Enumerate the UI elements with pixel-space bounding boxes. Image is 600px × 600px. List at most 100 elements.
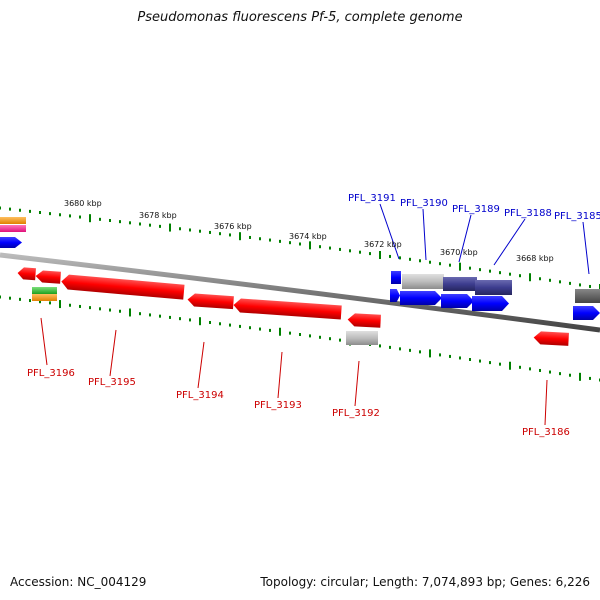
connector-pfl-3191 bbox=[379, 203, 400, 260]
outer-major-tick bbox=[459, 262, 461, 271]
outer-major-tick bbox=[89, 214, 91, 223]
outer-minor-tick bbox=[439, 262, 441, 266]
gene-features bbox=[0, 217, 600, 346]
outer-minor-tick bbox=[339, 247, 341, 251]
gene-pink-edge[interactable] bbox=[0, 225, 26, 232]
gene-pfl-3185[interactable] bbox=[573, 306, 600, 320]
gene-reverse-small[interactable] bbox=[17, 267, 36, 281]
inner-minor-tick bbox=[559, 372, 561, 376]
inner-major-tick bbox=[429, 349, 431, 358]
outer-minor-tick bbox=[419, 259, 421, 263]
outer-major-tick bbox=[239, 232, 241, 241]
gene-label-pfl-3189[interactable]: PFL_3189 bbox=[452, 204, 500, 215]
inner-minor-tick bbox=[289, 331, 291, 335]
inner-minor-tick bbox=[459, 356, 461, 360]
inner-minor-tick bbox=[339, 338, 341, 342]
inner-minor-tick bbox=[179, 317, 181, 321]
gene-orange-feature[interactable] bbox=[32, 294, 57, 301]
gene-label-pfl-3193[interactable]: PFL_3193 bbox=[254, 400, 302, 411]
outer-minor-tick bbox=[359, 250, 361, 254]
gene-label-pfl-3195[interactable]: PFL_3195 bbox=[88, 377, 136, 388]
gene-pfl-3191[interactable] bbox=[391, 271, 401, 284]
inner-minor-tick bbox=[169, 315, 171, 319]
inner-minor-tick bbox=[159, 314, 161, 318]
gene-orange-edge[interactable] bbox=[0, 217, 26, 224]
inner-minor-tick bbox=[439, 353, 441, 357]
outer-minor-tick bbox=[449, 263, 451, 267]
inner-major-tick bbox=[509, 361, 511, 370]
gene-forward-small-1[interactable] bbox=[390, 289, 400, 302]
gene-pfl-3185-grey[interactable] bbox=[575, 289, 600, 303]
gene-pfl-3188[interactable] bbox=[475, 280, 512, 295]
outer-major-tick bbox=[169, 223, 171, 232]
inner-minor-tick bbox=[149, 313, 151, 317]
outer-minor-tick bbox=[219, 232, 221, 236]
outer-major-tick bbox=[309, 241, 311, 250]
gene-forward-arrow-1[interactable] bbox=[400, 291, 442, 305]
gene-pfl-3189[interactable] bbox=[443, 277, 477, 291]
outer-minor-tick bbox=[429, 260, 431, 264]
inner-tick-ring bbox=[0, 295, 600, 382]
inner-major-tick bbox=[129, 308, 131, 317]
inner-major-tick bbox=[59, 300, 61, 309]
inner-minor-tick bbox=[589, 376, 591, 380]
genome-summary-text: Topology: circular; Length: 7,074,893 bp… bbox=[260, 575, 590, 589]
inner-minor-tick bbox=[79, 304, 81, 308]
gene-forward-arrow-3[interactable] bbox=[472, 296, 509, 311]
outer-major-tick bbox=[379, 251, 381, 260]
inner-minor-tick bbox=[239, 324, 241, 328]
gene-forward-edge[interactable] bbox=[0, 237, 22, 248]
connector-pfl-3189 bbox=[458, 214, 472, 263]
inner-minor-tick bbox=[19, 297, 21, 301]
outer-minor-tick bbox=[179, 227, 181, 231]
inner-minor-tick bbox=[479, 359, 481, 363]
gene-label-pfl-3185[interactable]: PFL_3185 bbox=[554, 211, 600, 222]
tick-label-3676: 3676 kbp bbox=[214, 222, 252, 231]
gene-label-pfl-3196[interactable]: PFL_3196 bbox=[27, 368, 75, 379]
outer-minor-tick bbox=[79, 215, 81, 219]
inner-minor-tick bbox=[419, 350, 421, 354]
inner-minor-tick bbox=[269, 328, 271, 332]
outer-minor-tick bbox=[279, 239, 281, 243]
outer-major-tick bbox=[529, 273, 531, 282]
gene-pfl-3194[interactable] bbox=[187, 293, 234, 310]
gene-pfl-3186[interactable] bbox=[533, 331, 569, 346]
gene-forward-arrow-2[interactable] bbox=[441, 294, 474, 308]
connector-pfl-3186 bbox=[544, 379, 548, 426]
inner-minor-tick bbox=[119, 309, 121, 313]
gene-pfl-3196[interactable] bbox=[35, 270, 61, 284]
outer-minor-tick bbox=[119, 220, 121, 224]
outer-minor-tick bbox=[69, 214, 71, 218]
outer-minor-tick bbox=[349, 249, 351, 253]
gene-label-pfl-3186[interactable]: PFL_3186 bbox=[522, 427, 570, 438]
gene-label-pfl-3190[interactable]: PFL_3190 bbox=[400, 198, 448, 209]
outer-minor-tick bbox=[199, 229, 201, 233]
tick-label-3674: 3674 kbp bbox=[289, 232, 327, 241]
inner-minor-tick bbox=[99, 307, 101, 311]
genome-backbone bbox=[0, 252, 600, 333]
connector-pfl-3185 bbox=[582, 221, 590, 275]
connector-pfl-3194 bbox=[197, 341, 205, 389]
gene-pfl-3190[interactable] bbox=[402, 274, 444, 289]
gene-pfl-3192-grey[interactable] bbox=[346, 331, 378, 345]
gene-pfl-3192-red[interactable] bbox=[347, 313, 381, 328]
outer-minor-tick bbox=[289, 241, 291, 245]
label-connectors bbox=[40, 203, 590, 426]
tick-label-3680: 3680 kbp bbox=[64, 199, 102, 208]
gene-pfl-3193[interactable] bbox=[233, 298, 342, 320]
gene-label-pfl-3191[interactable]: PFL_3191 bbox=[348, 193, 396, 204]
outer-minor-tick bbox=[489, 269, 491, 273]
inner-minor-tick bbox=[549, 370, 551, 374]
connector-pfl-3188 bbox=[493, 218, 526, 266]
gene-label-pfl-3194[interactable]: PFL_3194 bbox=[176, 390, 224, 401]
gene-green-feature[interactable] bbox=[32, 287, 57, 294]
gene-label-pfl-3192[interactable]: PFL_3192 bbox=[332, 408, 380, 419]
connector-pfl-3192 bbox=[354, 360, 360, 407]
inner-minor-tick bbox=[209, 320, 211, 324]
gene-label-pfl-3188[interactable]: PFL_3188 bbox=[504, 208, 552, 219]
inner-minor-tick bbox=[499, 362, 501, 366]
outer-minor-tick bbox=[9, 207, 11, 211]
outer-minor-tick bbox=[29, 209, 31, 213]
gene-pfl-3195[interactable] bbox=[61, 274, 185, 300]
